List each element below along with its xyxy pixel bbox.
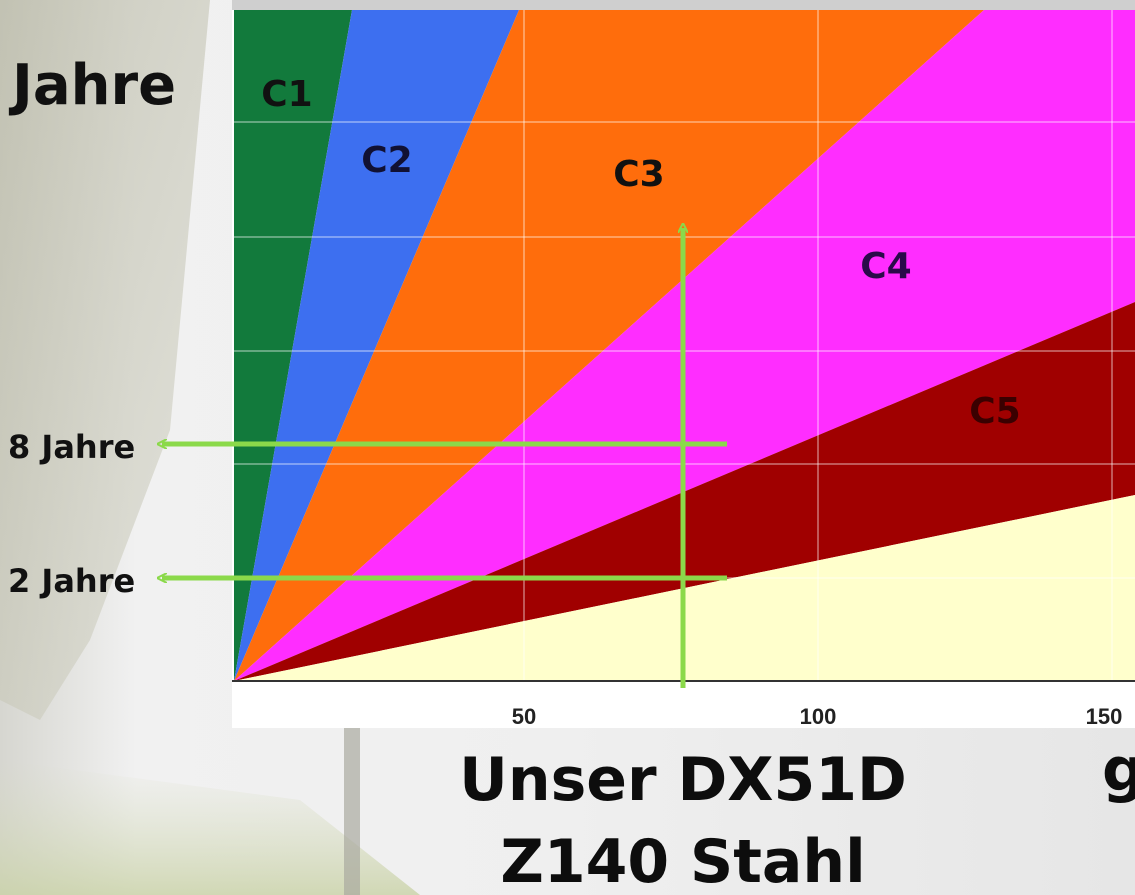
- background-blur: [0, 760, 420, 895]
- background-leaf: [0, 0, 210, 720]
- annotation-arrows: [162, 228, 727, 688]
- annotation-label-2-jahre: 2 Jahre: [8, 562, 135, 600]
- zone-label-c5: C5: [969, 391, 1020, 432]
- x-tick-label-150: 150: [1086, 704, 1123, 729]
- x-tick-label-50: 50: [512, 704, 536, 729]
- caption-line-1: Unser DX51D: [459, 745, 907, 815]
- background-stem: [344, 725, 360, 895]
- caption-right-partial: g: [1102, 735, 1135, 805]
- chart-top-strip: [232, 0, 1135, 10]
- x-tick-label-100: 100: [800, 704, 837, 729]
- zone-label-c4: C4: [860, 246, 911, 287]
- zone-label-c3: C3: [613, 154, 664, 195]
- caption-line-2: Z140 Stahl: [500, 827, 865, 895]
- annotation-label-8-jahre: 8 Jahre: [8, 428, 135, 466]
- y-axis-label: Jahre: [8, 53, 176, 118]
- zone-label-c2: C2: [361, 140, 412, 181]
- zone-label-c1: C1: [261, 74, 312, 115]
